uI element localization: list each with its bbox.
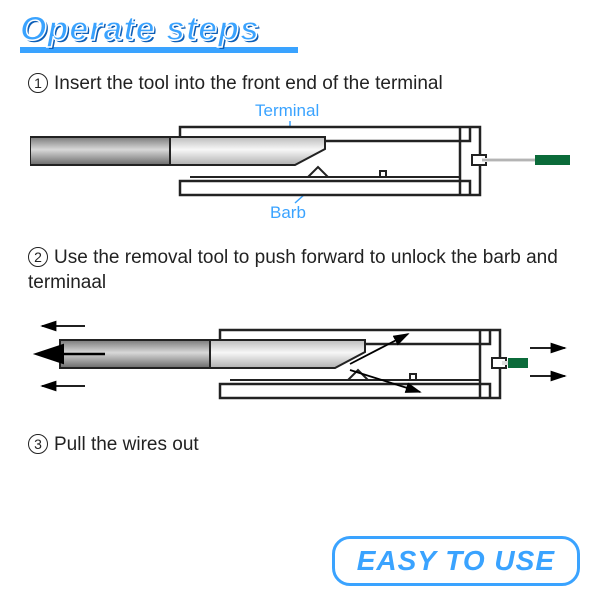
step-num-2: 2 <box>28 247 48 267</box>
label-barb: Barb <box>270 203 306 223</box>
step-num-3: 3 <box>28 434 48 454</box>
diagram-2-svg <box>30 306 570 426</box>
step-num-1: 1 <box>28 73 48 93</box>
easy-to-use-badge: EASY TO USE <box>332 536 580 586</box>
header: Operate steps <box>0 0 600 53</box>
step-3-label: Pull the wires out <box>54 434 199 455</box>
step-1-label: Insert the tool into the front end of th… <box>54 73 443 94</box>
diagram-2 <box>30 306 570 426</box>
page-title: Operate steps <box>20 10 600 49</box>
step-1-text: 1 Insert the tool into the front end of t… <box>0 53 600 107</box>
label-terminal: Terminal <box>255 101 319 121</box>
step-2-label: Use the removal tool to push forward to … <box>28 247 558 294</box>
step-2-text: 2Use the removal tool to push forward to… <box>0 227 600 306</box>
step-3-text: 3 Pull the wires out <box>0 426 600 468</box>
diagram-1: Terminal Barb <box>30 107 570 227</box>
